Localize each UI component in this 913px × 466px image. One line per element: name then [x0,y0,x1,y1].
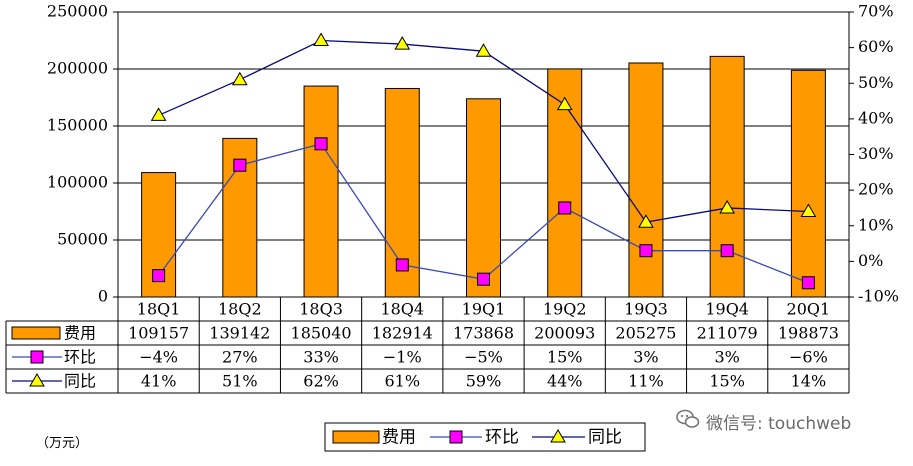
table-cell: −6% [789,348,828,367]
x-tick-label: 19Q3 [624,300,668,319]
y2-tick-label: 20% [858,180,894,199]
watermark: 微信号: touchweb [676,409,851,434]
x-tick-label: 19Q2 [543,300,587,319]
table-cell: 44% [547,372,583,391]
legend-key-bar [332,430,380,444]
yoy-point [719,199,736,214]
y-tick-label: 50000 [57,230,108,249]
y-tick-label: 0 [98,287,108,306]
bar [303,85,339,298]
yoy-point [800,203,817,217]
mom-point [558,201,572,215]
mom-point [152,269,166,283]
y2-tick-label: 0% [858,251,883,270]
table-cell: 3% [633,348,658,367]
row-key-bar [11,326,61,340]
mom-point [233,158,247,172]
legend-label: 同比 [588,428,622,448]
y-tick-label: 150000 [47,116,108,135]
row-key-marker [30,350,44,364]
bar [709,55,745,298]
wechat-icon [676,409,700,434]
mom-point [720,244,734,258]
x-tick-label: 19Q1 [462,300,506,319]
table-cell: 59% [466,372,502,391]
table-cell: 62% [303,372,339,391]
row-header: 环比 [64,348,96,367]
x-tick-label: 18Q1 [137,300,181,319]
unit-label: （万元） [36,436,89,451]
y-tick-label: 200000 [47,59,108,78]
y2-tick-label: 10% [858,215,894,234]
y-tick-label: 250000 [47,2,108,21]
x-tick-label: 18Q2 [218,300,262,319]
x-tick-label: 18Q4 [380,300,424,319]
y2-tick-label: 50% [858,73,894,92]
y2-tick-label: 60% [858,37,894,56]
mom-point [477,272,490,286]
yoy-point [231,71,248,86]
row-header: 同比 [64,372,96,391]
legend-key-marker [449,430,463,444]
table-cell: −4% [139,348,178,367]
table-cell: 14% [791,372,827,391]
y-tick-label: 100000 [47,173,108,192]
table-cell: −1% [383,348,422,367]
table-cell: 51% [222,372,258,391]
mom-point [314,137,328,151]
mom-point [639,244,653,258]
watermark-text: 微信号: touchweb [706,414,852,434]
legend-key-marker [550,429,566,443]
y2-tick-label: 40% [858,108,894,127]
bar [790,69,826,298]
table-cell: 109157 [128,324,189,343]
yoy-point [556,96,573,111]
y2-tick-label: 30% [858,144,894,163]
yoy-point [638,214,654,228]
legend-label: 环比 [485,428,519,448]
row-key-marker [29,373,45,387]
yoy-point [150,107,167,121]
table-cell: 182914 [372,324,433,343]
yoy-point [313,32,329,46]
table-cell: −5% [464,348,503,367]
table-cell: 3% [714,348,739,367]
table-cell: 211079 [697,324,758,343]
table-cell: 61% [384,372,420,391]
table-cell: 41% [141,372,177,391]
mom-point [801,276,815,290]
table-cell: 205275 [615,324,676,343]
table-cell: 139142 [209,324,270,343]
x-tick-label: 18Q3 [299,300,343,319]
table-cell: 185040 [291,324,352,343]
row-header: 费用 [64,324,96,343]
table-cell: 15% [547,348,583,367]
table-cell: 15% [709,372,745,391]
table-cell: 27% [222,348,258,367]
x-tick-label: 20Q1 [787,300,831,319]
yoy-point [475,43,492,57]
table-cell: 11% [628,372,664,391]
table-cell: 198873 [778,324,839,343]
y2-tick-label: 70% [858,2,894,21]
legend-label: 费用 [382,428,416,448]
x-tick-label: 19Q4 [705,300,749,319]
table-cell: 33% [303,348,339,367]
table-cell: 200093 [534,324,595,343]
table-cell: 173868 [453,324,514,343]
bar [466,98,501,298]
bar [222,137,258,298]
y2-tick-label: -10% [858,287,899,306]
mom-point [395,258,409,272]
yoy-point [394,36,411,50]
bar [628,62,664,298]
